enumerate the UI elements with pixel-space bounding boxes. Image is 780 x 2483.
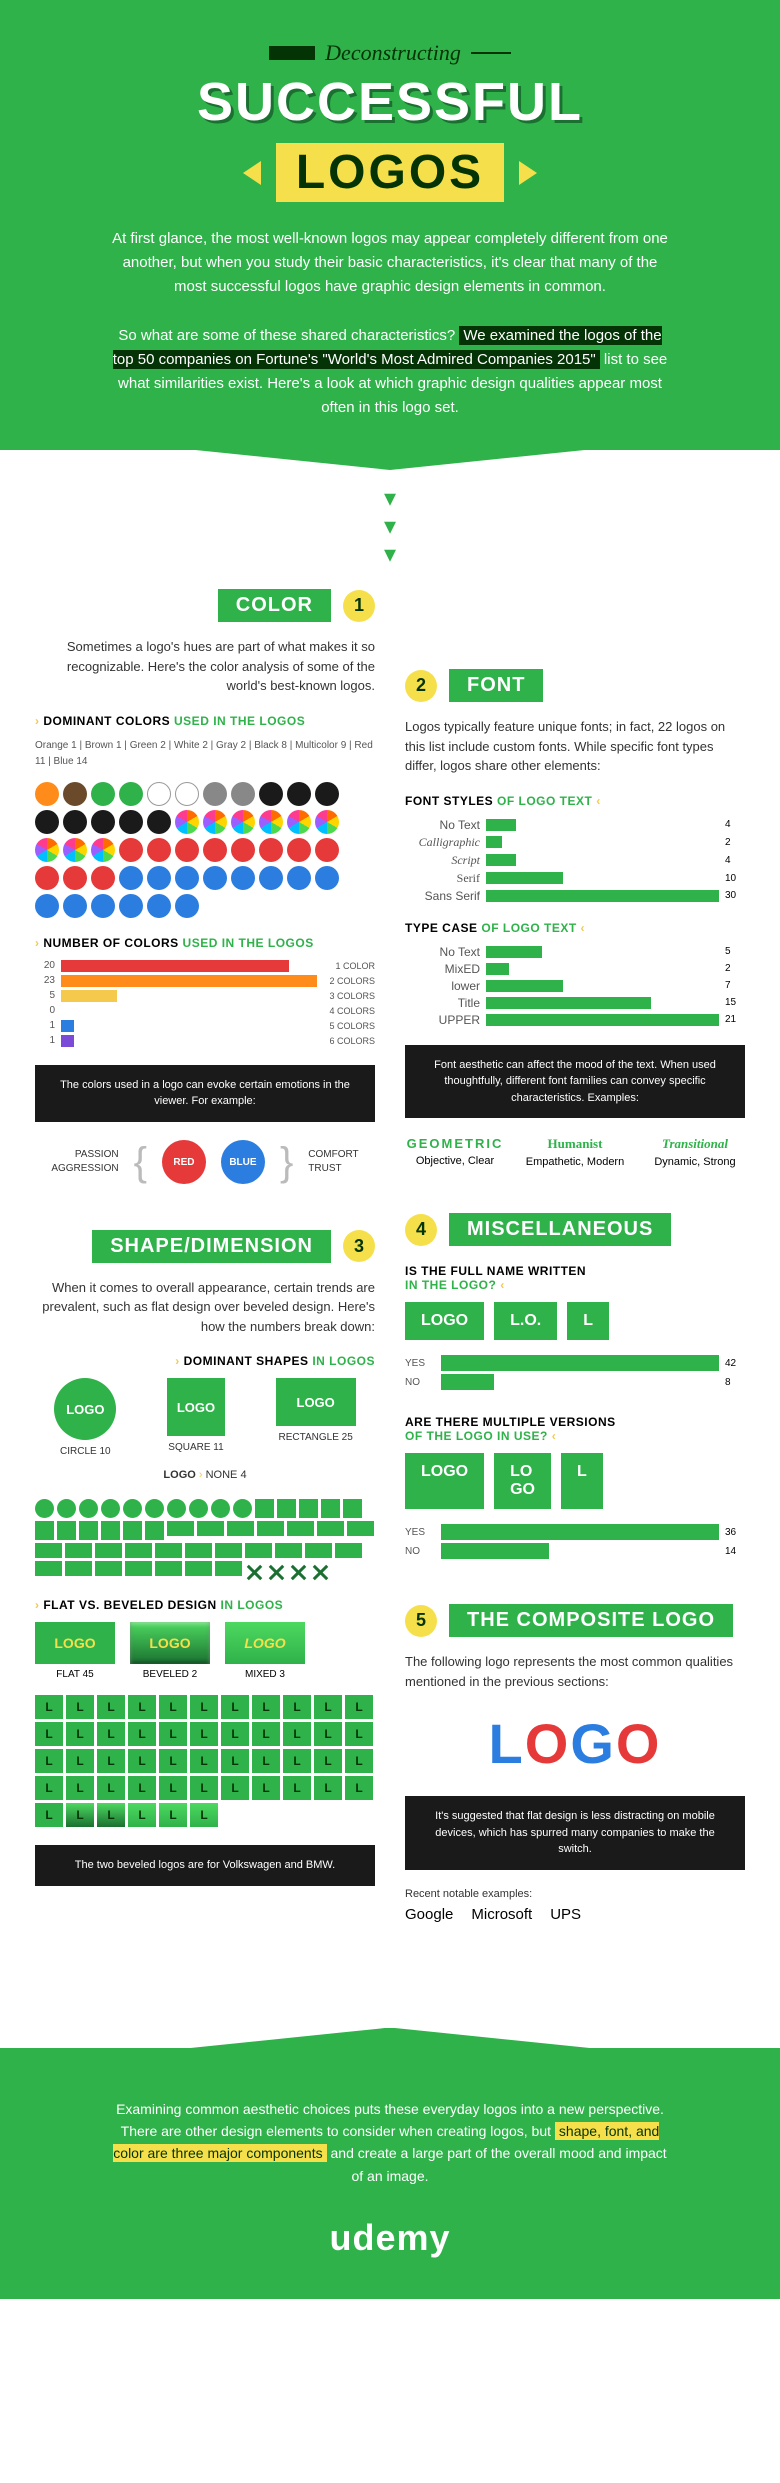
misc-boxes-2: LOGOLO GOL bbox=[405, 1453, 745, 1509]
type-case-chart: No Text5MixED2lower7Title15UPPER21 bbox=[405, 945, 745, 1027]
section-font: 2 FONT Logos typically feature unique fo… bbox=[405, 669, 745, 1168]
composite-logo: LOGO bbox=[405, 1711, 745, 1776]
color-dot bbox=[91, 866, 115, 890]
color-dot bbox=[315, 782, 339, 806]
color-dot bbox=[231, 782, 255, 806]
title-shape: SHAPE/DIMENSION bbox=[92, 1230, 331, 1263]
title-font: FONT bbox=[449, 669, 543, 702]
emotion-row: PASSIONAGGRESSION { RED BLUE } COMFORTTR… bbox=[35, 1140, 375, 1185]
right-col: 2 FONT Logos typically feature unique fo… bbox=[405, 589, 745, 1968]
color-dot bbox=[91, 838, 115, 862]
misc-boxes-1: LOGOL.O.L bbox=[405, 1302, 745, 1340]
color-dot bbox=[147, 838, 171, 862]
color-dot bbox=[91, 894, 115, 918]
color-dot bbox=[175, 866, 199, 890]
title-misc: MISCELLANEOUS bbox=[449, 1213, 671, 1246]
misc-bars-2: YES36NO14 bbox=[405, 1524, 745, 1559]
color-dot bbox=[259, 810, 283, 834]
arrow-divider bbox=[0, 485, 780, 569]
flat-bev-row: LOGOFLAT 45LOGOBEVELED 2LOGOMIXED 3 bbox=[35, 1622, 375, 1680]
section-color: 1 COLOR Sometimes a logo's hues are part… bbox=[35, 589, 375, 1185]
color-dot bbox=[315, 810, 339, 834]
main-columns: 1 COLOR Sometimes a logo's hues are part… bbox=[0, 579, 780, 2008]
left-col: 1 COLOR Sometimes a logo's hues are part… bbox=[35, 589, 375, 1968]
color-dot bbox=[35, 810, 59, 834]
color-dot bbox=[203, 782, 227, 806]
subhead-dom-colors: › DOMINANT COLORS USED IN THE LOGOS bbox=[35, 714, 375, 728]
color-dot bbox=[231, 838, 255, 862]
color-dot bbox=[63, 782, 87, 806]
color-dot bbox=[35, 894, 59, 918]
color-dot bbox=[203, 838, 227, 862]
title-color: COLOR bbox=[218, 589, 331, 622]
color-dot bbox=[147, 782, 171, 806]
color-dot bbox=[63, 894, 87, 918]
color-dot bbox=[147, 894, 171, 918]
badge-5: 5 bbox=[405, 1605, 437, 1637]
l-grid: LLLLLLLLLLLLLLLLLLLLLLLLLLLLLLLLLLLLLLLL… bbox=[35, 1695, 375, 1827]
title-composite: THE COMPOSITE LOGO bbox=[449, 1604, 733, 1637]
intro-1: At first glance, the most well-known log… bbox=[110, 227, 670, 299]
color-dot bbox=[259, 866, 283, 890]
color-dot bbox=[287, 810, 311, 834]
logos-banner: LOGOS bbox=[60, 143, 720, 202]
color-dot bbox=[259, 838, 283, 862]
color-dot bbox=[35, 838, 59, 862]
num-colors-chart: 201 COLOR232 COLORS53 COLORS04 COLORS15 … bbox=[35, 960, 375, 1047]
color-dot bbox=[315, 866, 339, 890]
badge-2: 2 bbox=[405, 670, 437, 702]
font-families-row: GEOMETRICObjective, ClearHumanistEmpathe… bbox=[405, 1136, 745, 1168]
color-dot bbox=[231, 866, 255, 890]
color-dot bbox=[287, 866, 311, 890]
color-dot bbox=[175, 810, 199, 834]
footer: Examining common aesthetic choices puts … bbox=[0, 2048, 780, 2300]
intro-2: So what are some of these shared charact… bbox=[110, 324, 670, 420]
color-dot bbox=[91, 782, 115, 806]
main-title: SUCCESSFUL bbox=[60, 71, 720, 133]
color-dot bbox=[35, 782, 59, 806]
color-dot bbox=[231, 810, 255, 834]
color-dot bbox=[91, 810, 115, 834]
color-dot bbox=[119, 838, 143, 862]
footer-text: Examining common aesthetic choices puts … bbox=[110, 2098, 670, 2188]
color-dot bbox=[35, 866, 59, 890]
small-shapes-grid bbox=[35, 1499, 375, 1580]
color-dot bbox=[63, 838, 87, 862]
badge-1: 1 bbox=[343, 590, 375, 622]
hero: Deconstructing SUCCESSFUL LOGOS At first… bbox=[0, 0, 780, 450]
section-misc: 4 MISCELLANEOUS IS THE FULL NAME WRITTEN… bbox=[405, 1213, 745, 1559]
brand-logo: udemy bbox=[60, 2217, 720, 2259]
color-dot bbox=[175, 894, 199, 918]
pretitle: Deconstructing bbox=[60, 40, 720, 66]
color-dot bbox=[119, 894, 143, 918]
color-dot bbox=[203, 810, 227, 834]
misc-bars-1: YES42NO8 bbox=[405, 1355, 745, 1390]
badge-4: 4 bbox=[405, 1214, 437, 1246]
color-dot bbox=[315, 838, 339, 862]
color-dot bbox=[175, 782, 199, 806]
section-shape: 3 SHAPE/DIMENSION When it comes to overa… bbox=[35, 1230, 375, 1886]
recent-examples: GoogleMicrosoftUPS bbox=[405, 1906, 745, 1923]
evoke-box: The colors used in a logo can evoke cert… bbox=[35, 1065, 375, 1122]
color-dot bbox=[119, 782, 143, 806]
color-dot bbox=[119, 810, 143, 834]
color-dot bbox=[287, 782, 311, 806]
shapes-row: LOGOCIRCLE 10LOGOSQUARE 11LOGORECTANGLE … bbox=[35, 1378, 375, 1457]
color-dot bbox=[259, 782, 283, 806]
color-dot bbox=[63, 810, 87, 834]
color-dot bbox=[147, 810, 171, 834]
color-dot bbox=[175, 838, 199, 862]
font-styles-chart: No Text4Calligraphic2Script4Serif10Sans … bbox=[405, 818, 745, 903]
color-dot bbox=[63, 866, 87, 890]
section-composite: 5 THE COMPOSITE LOGO The following logo … bbox=[405, 1604, 745, 1923]
color-dot bbox=[119, 866, 143, 890]
badge-3: 3 bbox=[343, 1230, 375, 1262]
color-dot-grid bbox=[35, 782, 365, 918]
color-dot bbox=[287, 838, 311, 862]
subhead-num-colors: › NUMBER OF COLORS USED IN THE LOGOS bbox=[35, 936, 375, 950]
color-dot bbox=[203, 866, 227, 890]
color-dot bbox=[147, 866, 171, 890]
